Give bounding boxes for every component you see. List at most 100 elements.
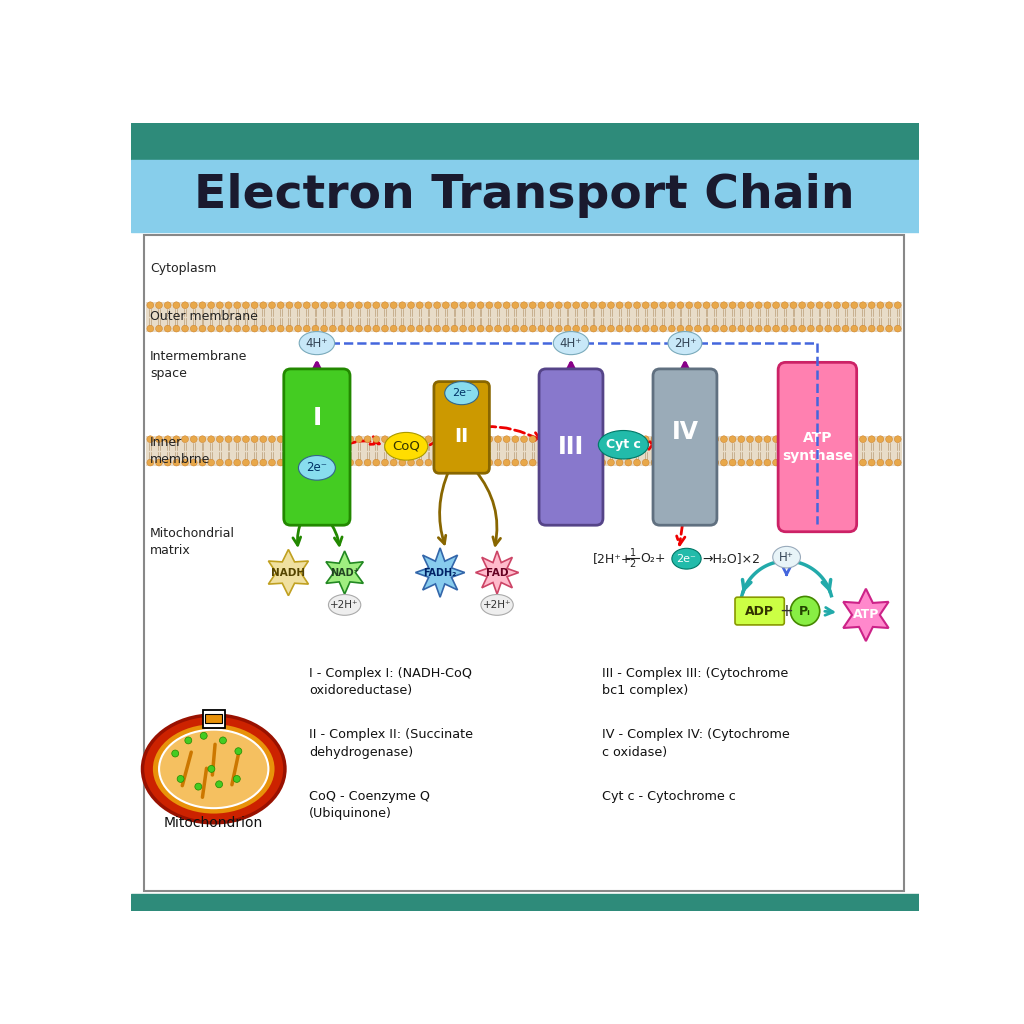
Circle shape	[686, 459, 692, 466]
Circle shape	[434, 459, 440, 466]
Circle shape	[442, 302, 450, 308]
Circle shape	[634, 326, 640, 332]
Polygon shape	[843, 589, 889, 641]
Polygon shape	[326, 551, 364, 594]
Circle shape	[243, 326, 249, 332]
Circle shape	[538, 302, 545, 308]
Circle shape	[721, 436, 727, 442]
Circle shape	[877, 326, 884, 332]
Circle shape	[338, 302, 345, 308]
Circle shape	[243, 459, 249, 466]
Circle shape	[390, 436, 397, 442]
Circle shape	[764, 459, 771, 466]
Text: Pᵢ: Pᵢ	[799, 604, 811, 617]
Text: Electron Transport Chain: Electron Transport Chain	[195, 173, 855, 218]
Circle shape	[181, 436, 188, 442]
Text: 2e⁻: 2e⁻	[306, 462, 328, 474]
Circle shape	[173, 302, 180, 308]
Circle shape	[417, 436, 423, 442]
Ellipse shape	[598, 430, 648, 459]
Bar	[131, 894, 920, 911]
Circle shape	[373, 326, 380, 332]
Ellipse shape	[672, 548, 701, 569]
Circle shape	[156, 459, 163, 466]
Circle shape	[338, 459, 345, 466]
Circle shape	[859, 436, 866, 442]
Circle shape	[625, 436, 632, 442]
Circle shape	[181, 459, 188, 466]
Circle shape	[746, 326, 754, 332]
Text: H⁺: H⁺	[779, 551, 794, 563]
Text: I - Complex I: (NADH-CoQ
oxidoreductase): I - Complex I: (NADH-CoQ oxidoreductase)	[309, 667, 472, 697]
Circle shape	[216, 781, 222, 787]
Circle shape	[365, 302, 371, 308]
Circle shape	[520, 326, 527, 332]
Circle shape	[399, 302, 406, 308]
Circle shape	[399, 459, 406, 466]
Circle shape	[260, 459, 266, 466]
Circle shape	[824, 436, 831, 442]
Circle shape	[756, 436, 762, 442]
Circle shape	[538, 436, 545, 442]
Polygon shape	[268, 550, 308, 596]
Circle shape	[373, 459, 380, 466]
Circle shape	[625, 326, 632, 332]
Circle shape	[512, 326, 519, 332]
Circle shape	[469, 436, 475, 442]
Text: Mitochondrion: Mitochondrion	[164, 816, 263, 829]
Circle shape	[503, 436, 510, 442]
Circle shape	[321, 302, 328, 308]
FancyBboxPatch shape	[284, 369, 350, 525]
Text: NAD⁺: NAD⁺	[330, 567, 359, 578]
Circle shape	[721, 302, 727, 308]
Circle shape	[781, 302, 788, 308]
Circle shape	[669, 459, 675, 466]
Circle shape	[824, 326, 831, 332]
Circle shape	[233, 436, 241, 442]
Circle shape	[225, 459, 231, 466]
Circle shape	[659, 326, 667, 332]
Circle shape	[634, 436, 640, 442]
Circle shape	[808, 302, 814, 308]
Circle shape	[469, 302, 475, 308]
Circle shape	[460, 326, 467, 332]
Circle shape	[547, 302, 554, 308]
Circle shape	[572, 302, 580, 308]
Circle shape	[634, 459, 640, 466]
Circle shape	[173, 326, 180, 332]
Circle shape	[851, 326, 858, 332]
Circle shape	[434, 302, 440, 308]
Circle shape	[547, 326, 554, 332]
Circle shape	[278, 302, 284, 308]
Circle shape	[195, 783, 202, 791]
Circle shape	[199, 326, 206, 332]
Circle shape	[338, 436, 345, 442]
Circle shape	[590, 302, 597, 308]
Circle shape	[721, 326, 727, 332]
Circle shape	[434, 326, 440, 332]
Circle shape	[146, 326, 154, 332]
Circle shape	[408, 459, 415, 466]
Circle shape	[572, 326, 580, 332]
Circle shape	[425, 302, 432, 308]
Circle shape	[216, 436, 223, 442]
Circle shape	[729, 326, 736, 332]
Circle shape	[582, 302, 588, 308]
Circle shape	[659, 302, 667, 308]
Circle shape	[746, 302, 754, 308]
Text: Outer membrane: Outer membrane	[150, 310, 258, 324]
Circle shape	[564, 436, 571, 442]
Text: 4H⁺: 4H⁺	[560, 337, 583, 349]
Circle shape	[659, 436, 667, 442]
Circle shape	[185, 737, 191, 743]
Text: +2H⁺: +2H⁺	[483, 600, 511, 610]
Circle shape	[808, 436, 814, 442]
Circle shape	[303, 302, 310, 308]
Circle shape	[555, 436, 562, 442]
Circle shape	[355, 302, 362, 308]
Circle shape	[408, 302, 415, 308]
Circle shape	[452, 302, 458, 308]
Circle shape	[547, 436, 554, 442]
Circle shape	[729, 302, 736, 308]
Circle shape	[791, 436, 797, 442]
